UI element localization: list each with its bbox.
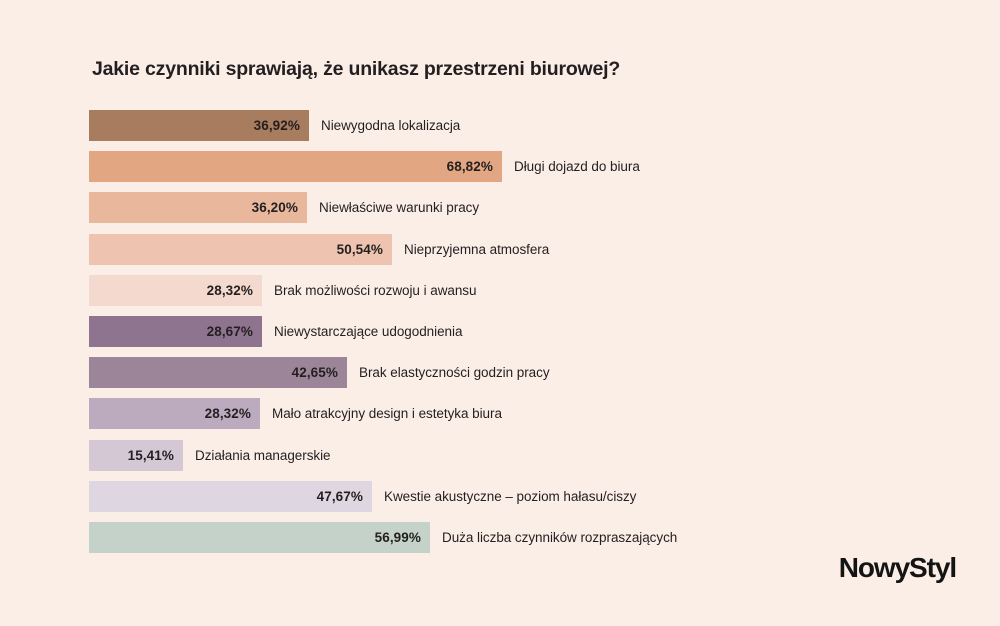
bar-row: 36,20% Niewłaściwe warunki pracy (89, 192, 949, 233)
bar-value-label: 28,32% (204, 406, 251, 422)
bar-fill: 15,41% (89, 439, 183, 471)
bar-value-label: 56,99% (374, 529, 421, 545)
bar-value-label: 68,82% (446, 159, 493, 175)
bar-category-label: Działania managerskie (195, 447, 331, 463)
bar-fill: 36,92% (89, 110, 309, 141)
bar-fill: 28,67% (89, 315, 262, 347)
bar-row: 68,82% Długi dojazd do biura (89, 151, 949, 192)
bar-fill: 68,82% (89, 151, 502, 183)
chart-title: Jakie czynniki sprawiają, że unikasz prz… (92, 58, 621, 80)
bar-value-label: 50,54% (336, 241, 383, 257)
bar-chart-plot-area: 36,92% Niewygodna lokalizacja 68,82% Długi … (89, 110, 949, 563)
bar-fill: 42,65% (89, 357, 347, 389)
bar-row: 47,67% Kwestie akustyczne – poziom hałasu… (89, 480, 949, 522)
brand-logo: NowyStyl (838, 552, 957, 583)
bar-value-label: 47,67% (316, 488, 363, 504)
bar-fill: 28,32% (89, 398, 260, 430)
bar-category-label: Niewłaściwe warunki pracy (319, 200, 480, 216)
bar-row: 42,65% Brak elastyczności godzin pracy (89, 357, 949, 398)
bar-value-label: 42,65% (291, 365, 338, 381)
bar-category-label: Brak elastyczności godzin pracy (359, 365, 550, 381)
bar-fill: 36,20% (89, 192, 307, 224)
bar-value-label: 15,41% (127, 447, 174, 463)
bar-row: 36,92% Niewygodna lokalizacja (89, 110, 949, 151)
bar-category-label: Nieprzyjemna atmosfera (404, 241, 550, 257)
bar-row: 15,41% Działania managerskie (89, 439, 949, 481)
bar-row: 28,67% Niewystarczające udogodnienia (89, 315, 949, 357)
bar-category-label: Niewygodna lokalizacja (321, 118, 461, 133)
bar-fill: 28,32% (89, 274, 262, 306)
bar-fill: 47,67% (89, 480, 372, 512)
bar-row: 50,54% Nieprzyjemna atmosfera (89, 233, 949, 275)
bar-fill: 56,99% (89, 521, 430, 553)
bar-category-label: Mało atrakcyjny design i estetyka biura (272, 406, 502, 422)
bar-row: 28,32% Brak możliwości rozwoju i awansu (89, 274, 949, 316)
bar-category-label: Kwestie akustyczne – poziom hałasu/ciszy (384, 488, 637, 504)
bar-row: 56,99% Duża liczba czynników rozpraszając… (89, 521, 949, 563)
bar-category-label: Duża liczba czynników rozpraszających (442, 529, 678, 545)
bar-category-label: Niewystarczające udogodnienia (274, 323, 463, 339)
bar-value-label: 28,67% (206, 323, 253, 339)
bar-value-label: 28,32% (206, 282, 253, 298)
bar-value-label: 36,92% (253, 118, 300, 133)
bar-fill: 50,54% (89, 233, 392, 265)
bar-row: 28,32% Mało atrakcyjny design i estetyka … (89, 398, 949, 439)
bar-category-label: Długi dojazd do biura (514, 159, 640, 175)
bar-category-label: Brak możliwości rozwoju i awansu (274, 282, 477, 298)
bar-value-label: 36,20% (251, 200, 298, 216)
